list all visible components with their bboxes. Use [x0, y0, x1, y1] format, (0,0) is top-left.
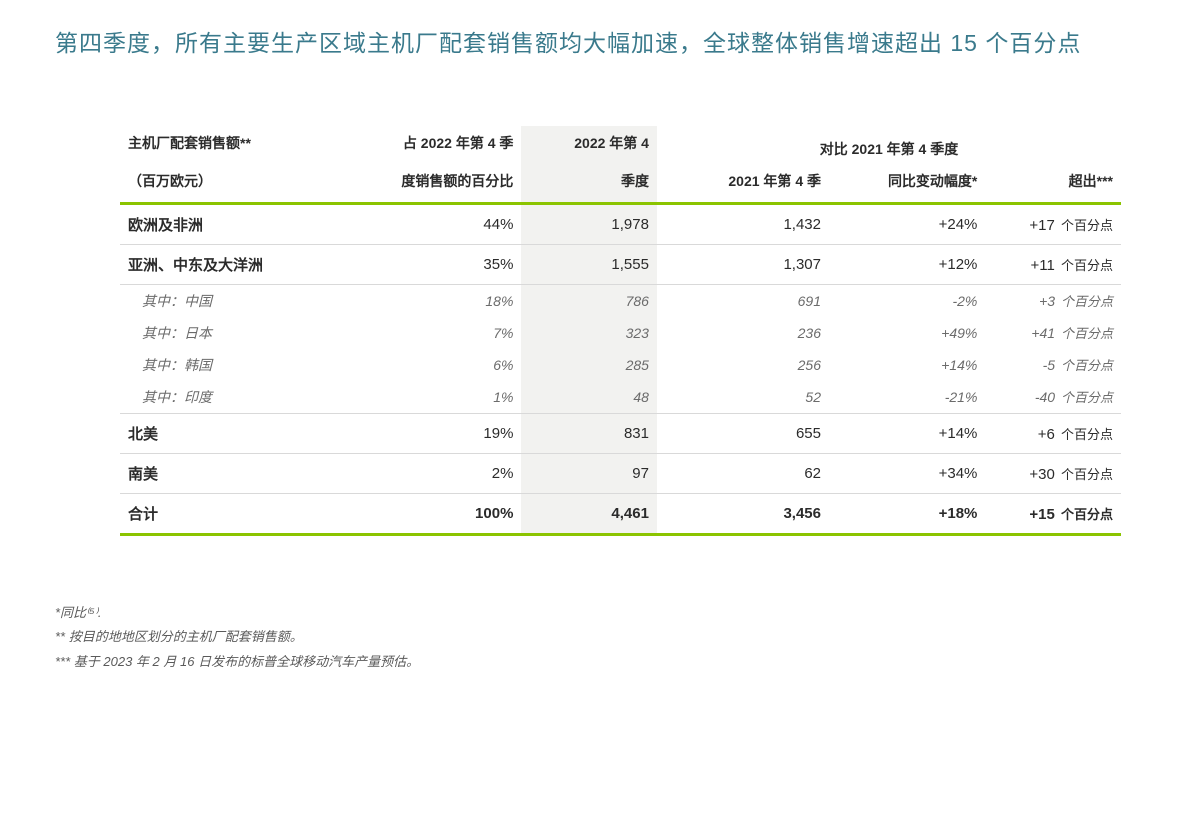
- cell-q4prev: 1,307: [657, 244, 829, 284]
- cell-q4prev: 655: [657, 413, 829, 453]
- th-q4prev: 2021 年第 4 季: [657, 164, 829, 203]
- table-row-sub: 其中：日本 7% 323 236 +49% +41 个百分点: [120, 317, 1121, 349]
- cell-yoy: +14%: [829, 349, 985, 381]
- cell-yoy: +12%: [829, 244, 985, 284]
- cell-q4prev: 256: [657, 349, 829, 381]
- th-out: 超出***: [985, 164, 1121, 203]
- cell-q4: 285: [521, 349, 657, 381]
- cell-region: 北美: [120, 413, 349, 453]
- sales-table: 主机厂配套销售额** 占 2022 年第 4 季 2022 年第 4 对比 20…: [120, 126, 1121, 536]
- table-row: 北美 19% 831 655 +14% +6 个百分点: [120, 413, 1121, 453]
- cell-q4: 4,461: [521, 493, 657, 534]
- cell-out: -5 个百分点: [985, 349, 1121, 381]
- cell-out: +3 个百分点: [985, 284, 1121, 317]
- cell-region: 其中：韩国: [120, 349, 349, 381]
- cell-q4: 1,555: [521, 244, 657, 284]
- cell-pct: 100%: [349, 493, 521, 534]
- cell-q4: 48: [521, 381, 657, 414]
- cell-yoy: +24%: [829, 203, 985, 244]
- footnotes: *同比⁽⁵⁾. ** 按目的地地区划分的主机厂配套销售额。 *** 基于 202…: [55, 601, 1146, 675]
- cell-out: +11 个百分点: [985, 244, 1121, 284]
- cell-pct: 6%: [349, 349, 521, 381]
- footnote-2: ** 按目的地地区划分的主机厂配套销售额。: [55, 625, 1146, 650]
- th-yoy: 同比变动幅度*: [829, 164, 985, 203]
- cell-region: 其中：中国: [120, 284, 349, 317]
- table-row-sub: 其中：韩国 6% 285 256 +14% -5 个百分点: [120, 349, 1121, 381]
- cell-region: 南美: [120, 453, 349, 493]
- footnote-1: *同比⁽⁵⁾.: [55, 601, 1146, 626]
- cell-pct: 2%: [349, 453, 521, 493]
- cell-q4: 1,978: [521, 203, 657, 244]
- th-pct-l2: 度销售额的百分比: [349, 164, 521, 203]
- table-row-sub: 其中：中国 18% 786 691 -2% +3 个百分点: [120, 284, 1121, 317]
- cell-q4: 786: [521, 284, 657, 317]
- cell-pct: 35%: [349, 244, 521, 284]
- cell-yoy: -2%: [829, 284, 985, 317]
- th-region-l2: （百万欧元）: [120, 164, 349, 203]
- cell-region: 亚洲、中东及大洋洲: [120, 244, 349, 284]
- cell-yoy: +49%: [829, 317, 985, 349]
- cell-q4prev: 3,456: [657, 493, 829, 534]
- footnote-3: *** 基于 2023 年 2 月 16 日发布的标普全球移动汽车产量预估。: [55, 650, 1146, 675]
- th-q4-l2: 季度: [521, 164, 657, 203]
- cell-q4: 323: [521, 317, 657, 349]
- cell-pct: 1%: [349, 381, 521, 414]
- cell-q4prev: 62: [657, 453, 829, 493]
- cell-pct: 19%: [349, 413, 521, 453]
- table-row-sub: 其中：印度 1% 48 52 -21% -40 个百分点: [120, 381, 1121, 414]
- page-title: 第四季度，所有主要生产区域主机厂配套销售额均大幅加速，全球整体销售增速超出 15…: [55, 20, 1146, 66]
- cell-q4prev: 691: [657, 284, 829, 317]
- cell-yoy: +14%: [829, 413, 985, 453]
- th-compare-group: 对比 2021 年第 4 季度: [657, 126, 1121, 164]
- cell-region: 其中：日本: [120, 317, 349, 349]
- cell-pct: 44%: [349, 203, 521, 244]
- cell-yoy: +34%: [829, 453, 985, 493]
- table-row-total: 合计 100% 4,461 3,456 +18% +15 个百分点: [120, 493, 1121, 534]
- table-row: 欧洲及非洲 44% 1,978 1,432 +24% +17 个百分点: [120, 203, 1121, 244]
- cell-q4: 831: [521, 413, 657, 453]
- th-pct-l1: 占 2022 年第 4 季: [349, 126, 521, 164]
- cell-region: 其中：印度: [120, 381, 349, 414]
- cell-q4: 97: [521, 453, 657, 493]
- cell-q4prev: 52: [657, 381, 829, 414]
- sales-table-container: 主机厂配套销售额** 占 2022 年第 4 季 2022 年第 4 对比 20…: [55, 126, 1146, 536]
- cell-out: +17 个百分点: [985, 203, 1121, 244]
- cell-out: -40 个百分点: [985, 381, 1121, 414]
- cell-region: 合计: [120, 493, 349, 534]
- cell-yoy: +18%: [829, 493, 985, 534]
- table-row: 南美 2% 97 62 +34% +30 个百分点: [120, 453, 1121, 493]
- table-row: 亚洲、中东及大洋洲 35% 1,555 1,307 +12% +11 个百分点: [120, 244, 1121, 284]
- cell-region: 欧洲及非洲: [120, 203, 349, 244]
- cell-pct: 18%: [349, 284, 521, 317]
- cell-q4prev: 1,432: [657, 203, 829, 244]
- cell-q4prev: 236: [657, 317, 829, 349]
- cell-out: +30 个百分点: [985, 453, 1121, 493]
- cell-out: +15 个百分点: [985, 493, 1121, 534]
- cell-out: +6 个百分点: [985, 413, 1121, 453]
- cell-out: +41 个百分点: [985, 317, 1121, 349]
- cell-yoy: -21%: [829, 381, 985, 414]
- th-q4-l1: 2022 年第 4: [521, 126, 657, 164]
- th-region-l1: 主机厂配套销售额**: [120, 126, 349, 164]
- cell-pct: 7%: [349, 317, 521, 349]
